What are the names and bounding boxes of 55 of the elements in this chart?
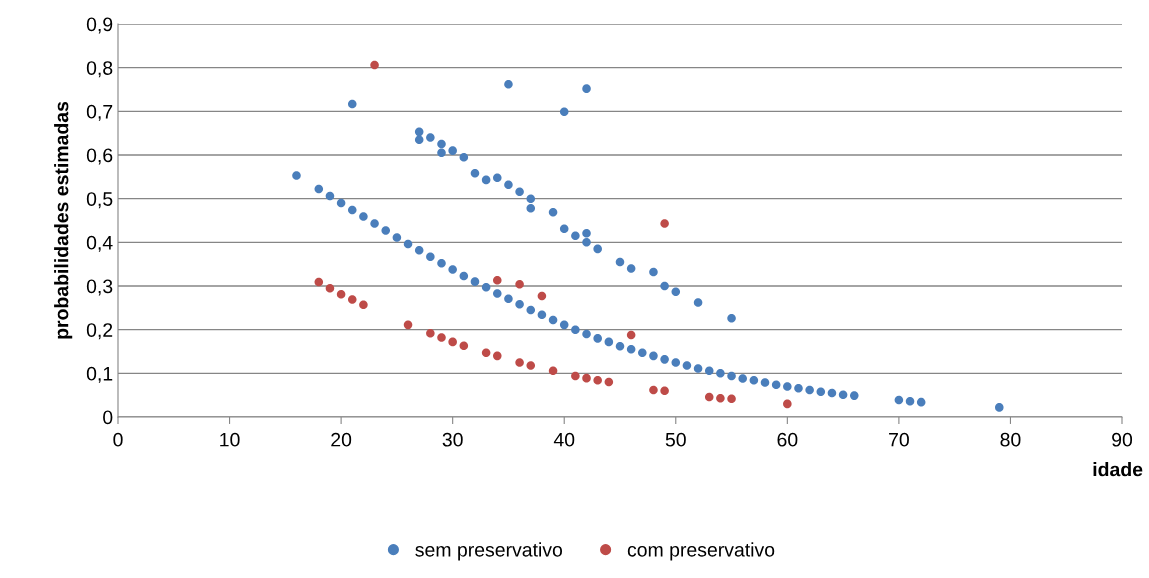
point <box>649 385 658 395</box>
point <box>727 394 736 403</box>
y-tick-label: 0,6 <box>86 148 113 165</box>
y-tick-label: 0,7 <box>86 104 113 121</box>
x-tick-label: 40 <box>553 432 575 447</box>
point <box>481 348 491 358</box>
legend-label: com preservativo <box>627 542 775 561</box>
point <box>582 373 591 383</box>
point <box>459 341 469 351</box>
x-tick-label: 90 <box>1112 432 1133 447</box>
point <box>704 392 714 402</box>
point <box>403 320 413 330</box>
point <box>370 60 379 70</box>
x-axis-title: idade <box>1093 462 1143 477</box>
point <box>314 277 324 287</box>
x-tick-label: 20 <box>331 432 352 447</box>
point <box>493 276 502 285</box>
point <box>437 333 446 342</box>
x-tick-label: 30 <box>442 432 463 447</box>
point <box>526 361 536 370</box>
point <box>448 337 457 347</box>
x-tick-label: 60 <box>777 432 798 447</box>
y-tick-label: 0,1 <box>86 366 113 383</box>
y-tick-label: 0,4 <box>86 235 113 252</box>
point <box>626 330 636 340</box>
x-tick-label: 80 <box>1000 432 1021 447</box>
point <box>359 300 368 310</box>
x-tick-label: 0 <box>113 432 123 447</box>
point <box>336 290 346 299</box>
point <box>537 291 547 301</box>
x-tick-label: 50 <box>665 432 686 447</box>
point <box>660 219 669 228</box>
point <box>604 377 614 387</box>
point <box>426 328 435 338</box>
point <box>783 399 792 409</box>
y-tick-label: 0,9 <box>86 17 113 34</box>
point <box>716 393 725 403</box>
point <box>593 376 602 385</box>
x-tick-label: 10 <box>220 432 240 447</box>
y-tick-label: 0,3 <box>86 279 113 296</box>
point <box>325 283 335 293</box>
point <box>571 371 580 381</box>
point <box>548 366 558 375</box>
y-tick-label: 0 <box>103 410 113 425</box>
y-tick-label: 0,2 <box>86 323 113 340</box>
y-tick-label: 0,5 <box>86 192 113 209</box>
point <box>493 351 502 361</box>
point <box>515 358 524 367</box>
point <box>515 279 524 289</box>
y-tick-label: 0,8 <box>86 61 113 78</box>
point <box>660 386 669 396</box>
x-tick-label: 70 <box>889 432 909 447</box>
point <box>347 295 357 304</box>
legend-label: sem preservativo <box>415 542 563 561</box>
y-axis-title: probabilidades estimadas <box>54 101 73 339</box>
